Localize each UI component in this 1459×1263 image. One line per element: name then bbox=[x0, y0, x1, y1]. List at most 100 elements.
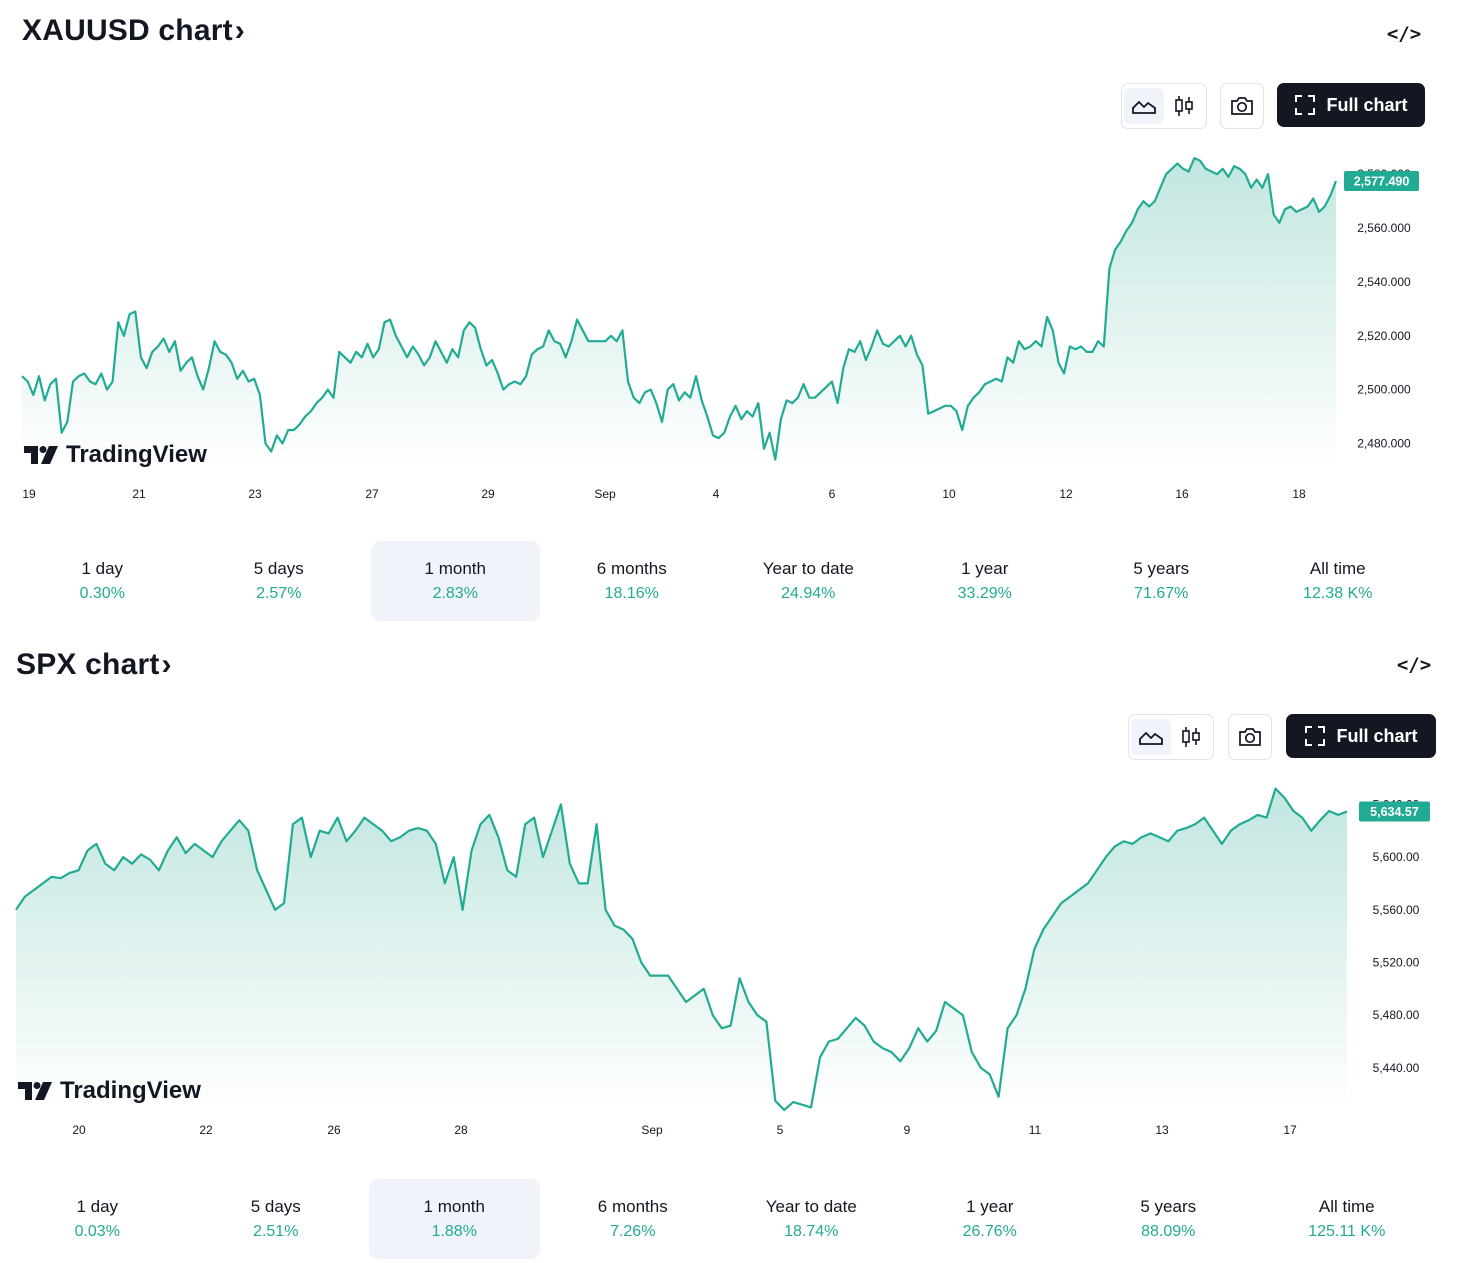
period-change-value: 33.29% bbox=[957, 585, 1012, 602]
period-tab-all-time[interactable]: All time 12.38 K% bbox=[1254, 541, 1423, 621]
period-change-value: 18.74% bbox=[784, 1223, 839, 1240]
period-label: All time bbox=[1318, 1197, 1375, 1216]
candlestick-chart-button[interactable] bbox=[1171, 719, 1211, 755]
area-chart-button[interactable] bbox=[1124, 88, 1164, 124]
period-change-value: 1.88% bbox=[431, 1223, 477, 1240]
period-label: 1 year bbox=[961, 559, 1009, 578]
x-tick-label: 21 bbox=[132, 487, 146, 501]
screenshot-button[interactable] bbox=[1228, 714, 1272, 760]
period-tab-all-time[interactable]: All time 125.11 K% bbox=[1262, 1179, 1433, 1259]
y-tick-label: 2,500.000 bbox=[1357, 383, 1411, 397]
period-change-value: 18.16% bbox=[604, 585, 659, 602]
period-tab-5-days[interactable]: 5 days 2.51% bbox=[191, 1179, 362, 1259]
period-change-value: 24.94% bbox=[781, 585, 836, 602]
period-change-value: 26.76% bbox=[962, 1223, 1017, 1240]
xauusd-chart-title-link[interactable]: XAUUSD chart› bbox=[22, 14, 245, 48]
period-tab-1-year[interactable]: 1 year 33.29% bbox=[901, 541, 1070, 621]
x-tick-label: 16 bbox=[1175, 487, 1189, 501]
period-label: 1 month bbox=[424, 559, 486, 578]
x-tick-label: 29 bbox=[481, 487, 495, 501]
embed-code-icon[interactable]: </> bbox=[1396, 654, 1432, 676]
period-tab-1-month[interactable]: 1 month 1.88% bbox=[369, 1179, 540, 1259]
area-chart-icon bbox=[1139, 731, 1163, 745]
period-performance-bar: 1 day 0.30% 5 days 2.57% 1 month 2.83% 6 month… bbox=[18, 541, 1430, 621]
period-performance-bar: 1 day 0.03% 5 days 2.51% 1 month 1.88% 6 month… bbox=[12, 1179, 1440, 1259]
spx-chart-title-link[interactable]: SPX chart› bbox=[16, 648, 172, 682]
tradingview-brand: TradingView bbox=[60, 1077, 201, 1104]
x-tick-label: Sep bbox=[641, 1123, 663, 1137]
x-tick-label: 23 bbox=[248, 487, 262, 501]
x-tick-label: 17 bbox=[1283, 1123, 1297, 1137]
full-chart-button[interactable]: Full chart bbox=[1277, 83, 1425, 127]
y-tick-label: 5,520.00 bbox=[1373, 956, 1420, 970]
spx-panel: SPX chart› </> Full chart 5,440.00 5,480.… bbox=[0, 632, 1459, 1263]
fullscreen-icon bbox=[1305, 726, 1326, 746]
series-line bbox=[21, 157, 1338, 461]
period-tab-5-days[interactable]: 5 days 2.57% bbox=[195, 541, 364, 621]
period-label: 6 months bbox=[596, 559, 667, 578]
period-tab-year-to-date[interactable]: Year to date 24.94% bbox=[724, 541, 893, 621]
period-tab-year-to-date[interactable]: Year to date 18.74% bbox=[726, 1179, 897, 1259]
period-change-value: 0.30% bbox=[79, 585, 125, 602]
xauusd-price-chart[interactable]: 2,480.000 2,500.000 2,520.000 2,540.000 2,56… bbox=[0, 0, 1459, 520]
series-area-fill bbox=[22, 158, 1336, 465]
tradingview-logo: TradingView bbox=[24, 441, 207, 469]
candlestick-icon bbox=[1175, 96, 1193, 116]
full-chart-button[interactable]: Full chart bbox=[1286, 714, 1436, 758]
spx-price-chart[interactable]: 5,440.00 5,480.00 5,520.00 5,560.00 5,600.00… bbox=[0, 632, 1459, 1152]
period-change-value: 7.26% bbox=[610, 1223, 656, 1240]
y-tick-label: 2,560.000 bbox=[1357, 221, 1411, 235]
y-tick-label: 2,540.000 bbox=[1357, 275, 1411, 289]
tradingview-logo: TradingView bbox=[18, 1077, 201, 1105]
period-label: Year to date bbox=[762, 559, 854, 578]
y-tick-label: 2,520.000 bbox=[1357, 329, 1411, 343]
period-change-value: 71.67% bbox=[1134, 585, 1189, 602]
chart-type-toolbar bbox=[1121, 83, 1207, 129]
period-label: Year to date bbox=[765, 1197, 857, 1216]
period-label: 6 months bbox=[597, 1197, 668, 1216]
screenshot-button[interactable] bbox=[1220, 83, 1264, 129]
last-price-tag bbox=[1359, 801, 1430, 822]
period-change-value: 2.51% bbox=[253, 1223, 299, 1240]
period-tab-5-years[interactable]: 5 years 71.67% bbox=[1077, 541, 1246, 621]
period-tab-6-months[interactable]: 6 months 7.26% bbox=[548, 1179, 719, 1259]
period-tab-1-month[interactable]: 1 month 2.83% bbox=[371, 541, 540, 621]
y-tick-label: 5,480.00 bbox=[1373, 1008, 1420, 1022]
y-tick-label: 2,480.000 bbox=[1357, 437, 1411, 451]
chart-type-toolbar bbox=[1128, 714, 1214, 760]
embed-code-icon[interactable]: </> bbox=[1386, 23, 1422, 45]
y-tick-label: 5,560.00 bbox=[1373, 903, 1420, 917]
period-tab-6-months[interactable]: 6 months 18.16% bbox=[548, 541, 717, 621]
last-price-label: 5,634.57 bbox=[1370, 805, 1419, 819]
y-tick-label: 5,440.00 bbox=[1373, 1061, 1420, 1075]
x-tick-label: 18 bbox=[1292, 487, 1306, 501]
x-tick-label: 4 bbox=[713, 487, 720, 501]
period-change-value: 2.57% bbox=[256, 585, 302, 602]
series-area-fill bbox=[16, 788, 1347, 1110]
period-label: 5 years bbox=[1133, 559, 1190, 578]
period-tab-1-year[interactable]: 1 year 26.76% bbox=[905, 1179, 1076, 1259]
x-tick-label: 19 bbox=[22, 487, 36, 501]
last-price-label: 2,577.490 bbox=[1354, 175, 1410, 189]
period-label: 1 year bbox=[966, 1197, 1014, 1216]
x-tick-label: 10 bbox=[942, 487, 956, 501]
period-tab-5-years[interactable]: 5 years 88.09% bbox=[1083, 1179, 1254, 1259]
x-tick-label: 20 bbox=[72, 1123, 86, 1137]
candlestick-chart-button[interactable] bbox=[1164, 88, 1204, 124]
full-chart-label: Full chart bbox=[1326, 94, 1408, 115]
tradingview-brand: TradingView bbox=[66, 441, 207, 468]
area-chart-button[interactable] bbox=[1131, 719, 1171, 755]
period-change-value: 125.11 K% bbox=[1308, 1223, 1386, 1240]
tradingview-logo-icon bbox=[18, 1082, 52, 1100]
period-change-value: 12.38 K% bbox=[1303, 585, 1373, 602]
period-label: 5 days bbox=[250, 1197, 301, 1216]
chart-title: SPX chart bbox=[16, 648, 160, 681]
period-tab-1-day[interactable]: 1 day 0.30% bbox=[18, 541, 187, 621]
period-tab-1-day[interactable]: 1 day 0.03% bbox=[12, 1179, 183, 1259]
period-change-value: 88.09% bbox=[1141, 1223, 1196, 1240]
area-chart-icon bbox=[1132, 100, 1156, 114]
last-price-tag bbox=[1344, 171, 1419, 191]
x-tick-label: 22 bbox=[199, 1123, 213, 1137]
xauusd-panel: XAUUSD chart› </> Full chart 2,480.000 2,… bbox=[0, 0, 1459, 630]
series-line bbox=[15, 787, 1348, 1112]
